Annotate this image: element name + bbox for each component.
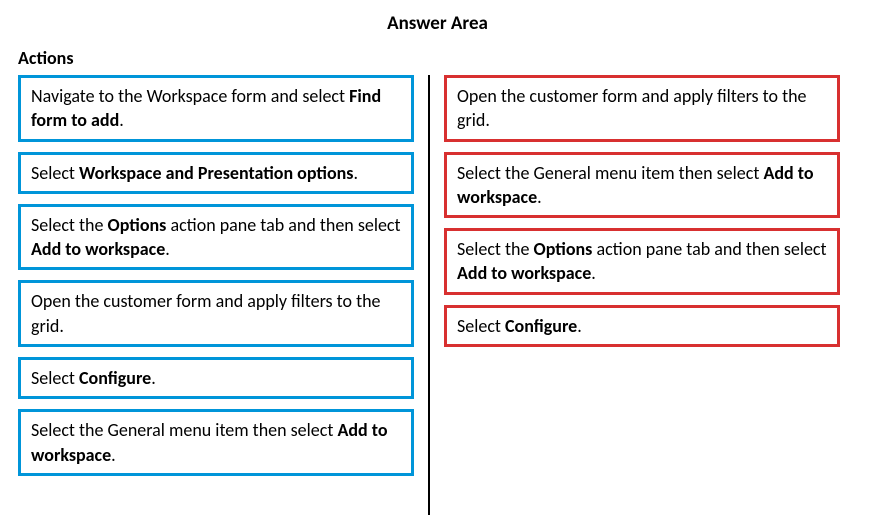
action-item-2-text: Options bbox=[108, 214, 167, 236]
answer-item-2-text: action pane tab and then select bbox=[592, 238, 826, 260]
action-item-4-text: . bbox=[151, 367, 156, 389]
answer-item-2[interactable]: Select the Options action pane tab and t… bbox=[444, 228, 840, 295]
action-item-3-text: Open the customer form and apply filters… bbox=[31, 290, 381, 336]
action-item-2-text: Select the bbox=[31, 214, 108, 236]
action-item-1[interactable]: Select Workspace and Presentation option… bbox=[18, 152, 414, 194]
action-item-0-text: . bbox=[119, 109, 124, 131]
action-item-4[interactable]: Select Configure. bbox=[18, 357, 414, 399]
answer-item-3-text: . bbox=[577, 315, 582, 337]
actions-list: Navigate to the Workspace form and selec… bbox=[18, 75, 414, 476]
answer-list: Open the customer form and apply filters… bbox=[444, 75, 840, 347]
action-item-1-text: Select bbox=[31, 162, 79, 184]
action-item-0-text: Navigate to the Workspace form and selec… bbox=[31, 85, 349, 107]
answer-item-2-text: Select the bbox=[457, 238, 534, 260]
action-item-2-text: . bbox=[165, 238, 170, 260]
answer-item-0[interactable]: Open the customer form and apply filters… bbox=[444, 75, 840, 142]
action-item-3[interactable]: Open the customer form and apply filters… bbox=[18, 280, 414, 347]
page-title: Answer Area bbox=[18, 12, 857, 35]
answer-item-2-text: Options bbox=[534, 238, 593, 260]
answer-item-1-text: . bbox=[537, 186, 542, 208]
answer-item-2-text: Add to workspace bbox=[457, 262, 591, 284]
action-item-2-text: Add to workspace bbox=[31, 238, 165, 260]
action-item-1-text: . bbox=[354, 162, 359, 184]
action-item-0[interactable]: Navigate to the Workspace form and selec… bbox=[18, 75, 414, 142]
action-item-4-text: Select bbox=[31, 367, 79, 389]
answer-column: Open the customer form and apply filters… bbox=[430, 47, 840, 515]
actions-heading: Actions bbox=[18, 47, 414, 69]
action-item-5-text: . bbox=[111, 444, 116, 466]
answer-item-3-text: Configure bbox=[505, 315, 577, 337]
answer-item-3-text: Select bbox=[457, 315, 505, 337]
answer-item-2-text: . bbox=[591, 262, 596, 284]
action-item-1-text: Workspace and Presentation options bbox=[79, 162, 353, 184]
answer-spacer bbox=[444, 47, 840, 75]
answer-item-3[interactable]: Select Configure. bbox=[444, 305, 840, 347]
actions-column: Actions Navigate to the Workspace form a… bbox=[18, 47, 428, 515]
action-item-2-text: action pane tab and then select bbox=[166, 214, 400, 236]
answer-item-1-text: Select the General menu item then select bbox=[457, 162, 763, 184]
answer-item-1[interactable]: Select the General menu item then select… bbox=[444, 152, 840, 219]
action-item-5-text: Select the General menu item then select bbox=[31, 419, 337, 441]
columns: Actions Navigate to the Workspace form a… bbox=[18, 47, 857, 515]
action-item-4-text: Configure bbox=[79, 367, 151, 389]
action-item-5[interactable]: Select the General menu item then select… bbox=[18, 409, 414, 476]
answer-area-container: Answer Area Actions Navigate to the Work… bbox=[0, 0, 875, 515]
action-item-2[interactable]: Select the Options action pane tab and t… bbox=[18, 204, 414, 271]
answer-item-0-text: Open the customer form and apply filters… bbox=[457, 85, 807, 131]
